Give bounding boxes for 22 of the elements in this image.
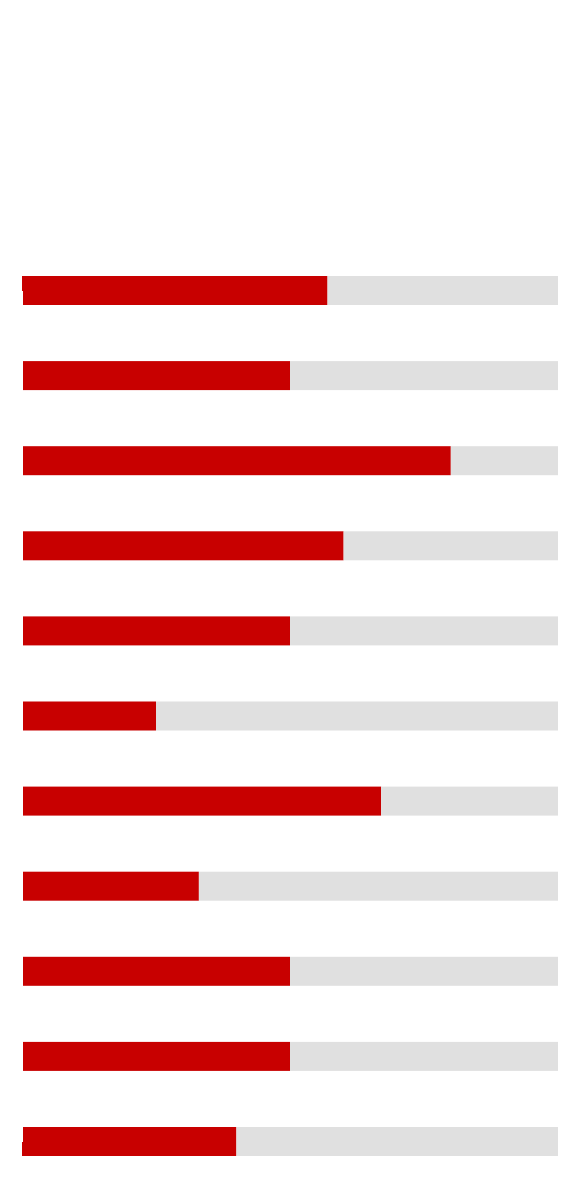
bar <box>22 446 451 476</box>
bar <box>156 701 558 731</box>
bar <box>290 1041 558 1071</box>
bar <box>290 361 558 391</box>
bar <box>22 871 199 901</box>
bar <box>22 786 382 816</box>
bar <box>381 786 558 816</box>
bar <box>290 956 558 986</box>
bar <box>343 531 558 561</box>
bar <box>198 871 558 901</box>
bar <box>22 616 290 646</box>
bar <box>22 361 290 391</box>
bar <box>22 1127 237 1156</box>
bar <box>450 446 558 476</box>
bar <box>22 701 156 731</box>
bar <box>290 616 558 646</box>
bar <box>22 531 344 561</box>
bar <box>22 276 328 305</box>
bar <box>22 956 290 986</box>
bar <box>327 276 558 305</box>
bar <box>22 1041 290 1071</box>
bar <box>236 1127 558 1156</box>
